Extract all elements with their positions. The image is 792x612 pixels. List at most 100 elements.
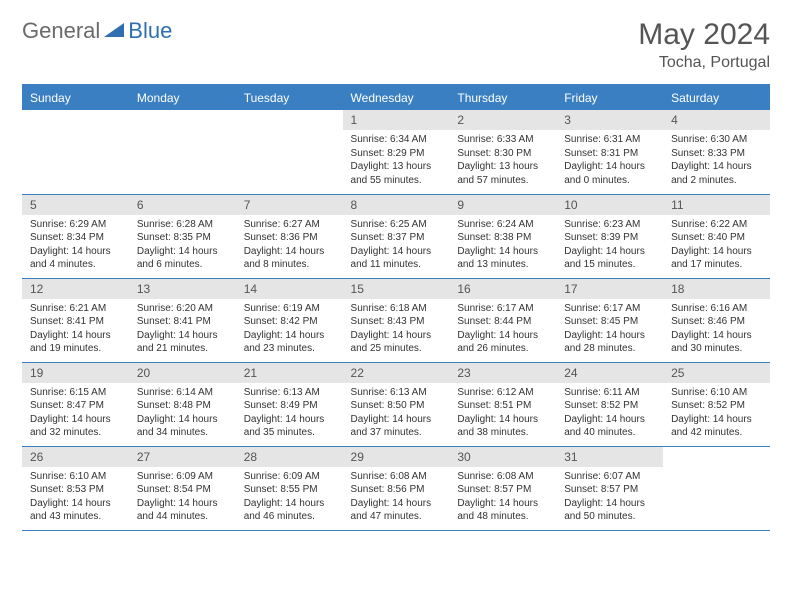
- day-info: Sunrise: 6:15 AMSunset: 8:47 PMDaylight:…: [22, 383, 129, 445]
- calendar-cell: 8Sunrise: 6:25 AMSunset: 8:37 PMDaylight…: [343, 194, 450, 278]
- calendar-row: 12Sunrise: 6:21 AMSunset: 8:41 PMDayligh…: [22, 278, 770, 362]
- calendar-cell: 4Sunrise: 6:30 AMSunset: 8:33 PMDaylight…: [663, 110, 770, 194]
- calendar-cell: 2Sunrise: 6:33 AMSunset: 8:30 PMDaylight…: [449, 110, 556, 194]
- day-number: 28: [236, 447, 343, 467]
- logo-text-blue: Blue: [128, 18, 172, 44]
- calendar-cell: 23Sunrise: 6:12 AMSunset: 8:51 PMDayligh…: [449, 362, 556, 446]
- calendar-cell: 16Sunrise: 6:17 AMSunset: 8:44 PMDayligh…: [449, 278, 556, 362]
- day-number: 17: [556, 279, 663, 299]
- day-number: 30: [449, 447, 556, 467]
- day-number: 22: [343, 363, 450, 383]
- day-info: Sunrise: 6:25 AMSunset: 8:37 PMDaylight:…: [343, 215, 450, 277]
- logo: General Blue: [22, 18, 172, 44]
- day-number: 26: [22, 447, 129, 467]
- calendar-header-row: SundayMondayTuesdayWednesdayThursdayFrid…: [22, 86, 770, 110]
- calendar-cell: 25Sunrise: 6:10 AMSunset: 8:52 PMDayligh…: [663, 362, 770, 446]
- day-number: 13: [129, 279, 236, 299]
- day-info: Sunrise: 6:10 AMSunset: 8:53 PMDaylight:…: [22, 467, 129, 529]
- day-number: 5: [22, 195, 129, 215]
- day-info: Sunrise: 6:08 AMSunset: 8:56 PMDaylight:…: [343, 467, 450, 529]
- day-info: Sunrise: 6:09 AMSunset: 8:55 PMDaylight:…: [236, 467, 343, 529]
- calendar-cell: 13Sunrise: 6:20 AMSunset: 8:41 PMDayligh…: [129, 278, 236, 362]
- calendar-row: 19Sunrise: 6:15 AMSunset: 8:47 PMDayligh…: [22, 362, 770, 446]
- day-info: Sunrise: 6:17 AMSunset: 8:44 PMDaylight:…: [449, 299, 556, 361]
- title-block: May 2024 Tocha, Portugal: [638, 18, 770, 72]
- day-info: Sunrise: 6:07 AMSunset: 8:57 PMDaylight:…: [556, 467, 663, 529]
- day-number: 20: [129, 363, 236, 383]
- calendar-cell: 15Sunrise: 6:18 AMSunset: 8:43 PMDayligh…: [343, 278, 450, 362]
- logo-text-general: General: [22, 18, 100, 44]
- header: General Blue May 2024 Tocha, Portugal: [22, 18, 770, 72]
- day-info: Sunrise: 6:16 AMSunset: 8:46 PMDaylight:…: [663, 299, 770, 361]
- day-number: 8: [343, 195, 450, 215]
- calendar-cell: 28Sunrise: 6:09 AMSunset: 8:55 PMDayligh…: [236, 446, 343, 530]
- day-number: 1: [343, 110, 450, 130]
- calendar-cell: 10Sunrise: 6:23 AMSunset: 8:39 PMDayligh…: [556, 194, 663, 278]
- column-header: Sunday: [22, 86, 129, 110]
- day-info: Sunrise: 6:19 AMSunset: 8:42 PMDaylight:…: [236, 299, 343, 361]
- day-number: 10: [556, 195, 663, 215]
- calendar-cell: 9Sunrise: 6:24 AMSunset: 8:38 PMDaylight…: [449, 194, 556, 278]
- calendar-cell: [129, 110, 236, 194]
- calendar-cell: 18Sunrise: 6:16 AMSunset: 8:46 PMDayligh…: [663, 278, 770, 362]
- day-info: Sunrise: 6:20 AMSunset: 8:41 PMDaylight:…: [129, 299, 236, 361]
- day-number: 11: [663, 195, 770, 215]
- column-header: Tuesday: [236, 86, 343, 110]
- column-header: Wednesday: [343, 86, 450, 110]
- calendar-row: 26Sunrise: 6:10 AMSunset: 8:53 PMDayligh…: [22, 446, 770, 530]
- day-number: 25: [663, 363, 770, 383]
- day-info: Sunrise: 6:24 AMSunset: 8:38 PMDaylight:…: [449, 215, 556, 277]
- calendar-cell: 31Sunrise: 6:07 AMSunset: 8:57 PMDayligh…: [556, 446, 663, 530]
- calendar-cell: 3Sunrise: 6:31 AMSunset: 8:31 PMDaylight…: [556, 110, 663, 194]
- column-header: Saturday: [663, 86, 770, 110]
- day-info: Sunrise: 6:13 AMSunset: 8:50 PMDaylight:…: [343, 383, 450, 445]
- calendar-cell: 14Sunrise: 6:19 AMSunset: 8:42 PMDayligh…: [236, 278, 343, 362]
- day-info: Sunrise: 6:33 AMSunset: 8:30 PMDaylight:…: [449, 130, 556, 192]
- day-number: 18: [663, 279, 770, 299]
- day-info: Sunrise: 6:34 AMSunset: 8:29 PMDaylight:…: [343, 130, 450, 192]
- day-info: Sunrise: 6:21 AMSunset: 8:41 PMDaylight:…: [22, 299, 129, 361]
- day-info: Sunrise: 6:12 AMSunset: 8:51 PMDaylight:…: [449, 383, 556, 445]
- day-number: 3: [556, 110, 663, 130]
- calendar-table: SundayMondayTuesdayWednesdayThursdayFrid…: [22, 86, 770, 531]
- day-number: 12: [22, 279, 129, 299]
- day-number: 21: [236, 363, 343, 383]
- location-label: Tocha, Portugal: [638, 54, 770, 72]
- column-header: Friday: [556, 86, 663, 110]
- calendar-cell: 1Sunrise: 6:34 AMSunset: 8:29 PMDaylight…: [343, 110, 450, 194]
- day-info: Sunrise: 6:30 AMSunset: 8:33 PMDaylight:…: [663, 130, 770, 192]
- calendar-cell: 12Sunrise: 6:21 AMSunset: 8:41 PMDayligh…: [22, 278, 129, 362]
- day-number: 2: [449, 110, 556, 130]
- calendar-cell: 21Sunrise: 6:13 AMSunset: 8:49 PMDayligh…: [236, 362, 343, 446]
- calendar-cell: 22Sunrise: 6:13 AMSunset: 8:50 PMDayligh…: [343, 362, 450, 446]
- day-info: Sunrise: 6:10 AMSunset: 8:52 PMDaylight:…: [663, 383, 770, 445]
- day-info: Sunrise: 6:11 AMSunset: 8:52 PMDaylight:…: [556, 383, 663, 445]
- calendar-cell: 19Sunrise: 6:15 AMSunset: 8:47 PMDayligh…: [22, 362, 129, 446]
- day-info: Sunrise: 6:28 AMSunset: 8:35 PMDaylight:…: [129, 215, 236, 277]
- day-number: 14: [236, 279, 343, 299]
- day-info: Sunrise: 6:31 AMSunset: 8:31 PMDaylight:…: [556, 130, 663, 192]
- calendar-cell: [663, 446, 770, 530]
- column-header: Monday: [129, 86, 236, 110]
- day-info: Sunrise: 6:08 AMSunset: 8:57 PMDaylight:…: [449, 467, 556, 529]
- day-number: 19: [22, 363, 129, 383]
- page-title: May 2024: [638, 18, 770, 52]
- day-info: Sunrise: 6:13 AMSunset: 8:49 PMDaylight:…: [236, 383, 343, 445]
- calendar-cell: 6Sunrise: 6:28 AMSunset: 8:35 PMDaylight…: [129, 194, 236, 278]
- day-number: 31: [556, 447, 663, 467]
- day-number: 7: [236, 195, 343, 215]
- calendar-cell: [22, 110, 129, 194]
- day-number: 4: [663, 110, 770, 130]
- day-info: Sunrise: 6:22 AMSunset: 8:40 PMDaylight:…: [663, 215, 770, 277]
- day-info: Sunrise: 6:17 AMSunset: 8:45 PMDaylight:…: [556, 299, 663, 361]
- calendar-cell: 24Sunrise: 6:11 AMSunset: 8:52 PMDayligh…: [556, 362, 663, 446]
- calendar-cell: 29Sunrise: 6:08 AMSunset: 8:56 PMDayligh…: [343, 446, 450, 530]
- day-number: 27: [129, 447, 236, 467]
- day-number: 9: [449, 195, 556, 215]
- column-header: Thursday: [449, 86, 556, 110]
- calendar-cell: 27Sunrise: 6:09 AMSunset: 8:54 PMDayligh…: [129, 446, 236, 530]
- day-info: Sunrise: 6:14 AMSunset: 8:48 PMDaylight:…: [129, 383, 236, 445]
- day-number: 15: [343, 279, 450, 299]
- triangle-icon: [104, 21, 124, 42]
- day-info: Sunrise: 6:29 AMSunset: 8:34 PMDaylight:…: [22, 215, 129, 277]
